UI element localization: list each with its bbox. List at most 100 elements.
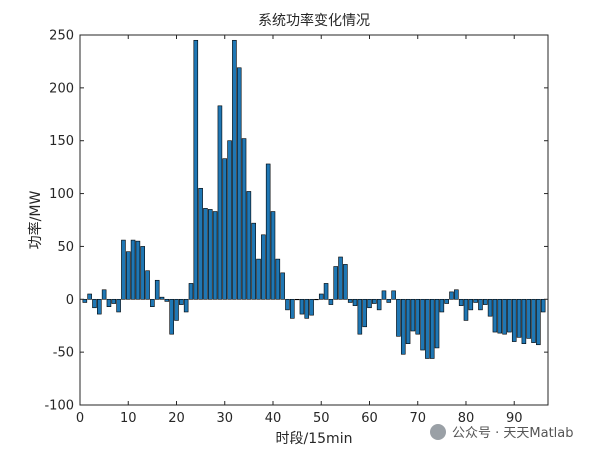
y-tick-label: 50: [57, 240, 74, 255]
wechat-icon: [430, 423, 446, 440]
y-tick-label: 150: [49, 134, 74, 149]
bar: [125, 251, 131, 300]
y-tick-label: -50: [53, 346, 74, 361]
bar: [511, 298, 517, 342]
bar: [429, 298, 435, 359]
bar: [502, 298, 507, 335]
bar: [207, 209, 213, 300]
bar: [318, 293, 324, 300]
bar: [473, 298, 478, 303]
x-axis-label: 时段/15min: [276, 431, 353, 447]
bar: [97, 298, 102, 315]
bar: [140, 246, 146, 300]
bar: [492, 298, 498, 333]
bar: [328, 298, 334, 305]
x-tick-label: 30: [216, 411, 233, 426]
bar: [183, 298, 189, 313]
bar: [198, 187, 203, 300]
bar: [482, 298, 488, 305]
bar: [314, 298, 319, 301]
bar: [536, 298, 541, 346]
bar: [145, 270, 150, 300]
bar: [285, 298, 290, 311]
bar: [487, 298, 493, 317]
x-tick-label: 70: [409, 411, 426, 426]
y-tick-label: 0: [66, 293, 74, 308]
bar: [415, 298, 421, 335]
bar: [193, 39, 199, 300]
bar: [275, 258, 281, 300]
x-tick-label: 10: [120, 411, 137, 426]
x-tick-label: 50: [313, 411, 330, 426]
bar: [400, 298, 406, 355]
bar: [304, 298, 310, 319]
bar: [135, 240, 141, 300]
watermark: 公众号 · 天天Matlab: [430, 422, 574, 441]
bar: [265, 163, 271, 300]
bar: [111, 298, 117, 304]
bars-group: [82, 39, 546, 359]
bar: [106, 298, 112, 307]
watermark-text: 公众号 · 天天Matlab: [452, 426, 574, 441]
bar: [367, 298, 372, 309]
y-axis-ticks: -100 -50 0 50 100 150 200 250: [44, 29, 548, 414]
bar: [376, 298, 382, 311]
x-axis-ticks: 0 10 20 30 40 50 60 70 80 90: [76, 35, 523, 426]
y-tick-label: -100: [44, 399, 74, 414]
x-tick-label: 40: [265, 411, 282, 426]
bar: [159, 296, 165, 300]
bar: [299, 298, 305, 315]
bar: [222, 158, 228, 300]
bar: [526, 298, 531, 339]
bar: [188, 283, 194, 300]
bar: [357, 298, 363, 335]
bar: [154, 279, 160, 300]
bar: [246, 191, 252, 300]
bar: [203, 208, 208, 300]
bar: [241, 138, 247, 300]
bar: [92, 298, 97, 309]
bar: [391, 290, 396, 300]
bar: [150, 298, 155, 307]
y-tick-label: 250: [49, 29, 74, 44]
bar: [449, 291, 454, 300]
bar: [212, 211, 218, 300]
bar: [362, 298, 367, 328]
bar: [444, 298, 449, 304]
bar: [468, 298, 474, 311]
bar: [227, 140, 232, 300]
bar: [174, 298, 179, 321]
y-tick-label: 200: [49, 81, 74, 96]
x-tick-label: 90: [506, 411, 523, 426]
bar: [256, 258, 261, 300]
bar: [439, 298, 445, 313]
x-tick-label: 0: [76, 411, 84, 426]
x-tick-label: 20: [168, 411, 185, 426]
bar: [405, 298, 411, 344]
bar: [507, 298, 512, 333]
bar: [352, 298, 358, 306]
bar: [232, 39, 237, 300]
bar: [516, 298, 522, 338]
bar: [87, 293, 92, 300]
bar: [294, 298, 300, 301]
bar: [323, 283, 329, 300]
bar: [290, 298, 295, 319]
bar: [309, 298, 314, 316]
bar: [179, 298, 184, 305]
bar: [434, 298, 440, 349]
x-tick-label: 60: [361, 411, 378, 426]
bar: [333, 266, 338, 300]
bar: [343, 264, 348, 300]
bar: [164, 298, 170, 302]
bar: [458, 298, 464, 306]
bar: [497, 298, 503, 334]
bar: [478, 298, 483, 311]
x-tick-label: 80: [458, 411, 475, 426]
bar: [130, 239, 136, 300]
bar: [372, 298, 377, 304]
bar: [540, 298, 546, 313]
bar: [121, 239, 126, 300]
bar: [410, 298, 416, 332]
bar: [236, 67, 242, 300]
